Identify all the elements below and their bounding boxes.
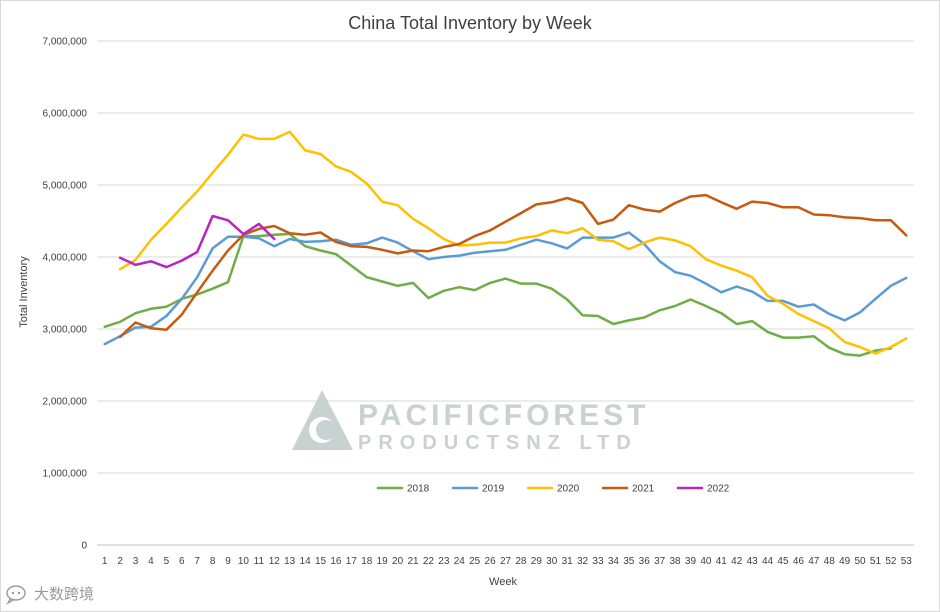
corner-logo: 大数跨境 (6, 585, 94, 605)
x-axis-title: Week (489, 576, 517, 588)
series-line-2019 (103, 231, 908, 346)
legend: 2018 2019 2020 2021 2022 (376, 484, 730, 495)
x-tick-label: 45 (777, 556, 789, 567)
x-tick-label: 15 (315, 556, 327, 567)
x-tick-label: 5 (164, 556, 170, 567)
chat-bubble-icon (6, 585, 26, 605)
x-tick-label: 36 (639, 556, 651, 567)
x-tick-label: 26 (485, 556, 497, 567)
x-tick-label: 12 (269, 556, 281, 567)
legend-item-2018: 2018 (376, 484, 430, 495)
x-tick-label: 23 (438, 556, 450, 567)
x-tick-label: 34 (608, 556, 620, 567)
x-tick-label: 13 (284, 556, 296, 567)
corner-logo-text: 大数跨境 (34, 585, 94, 603)
x-tick-label: 31 (562, 556, 574, 567)
x-tick-label: 22 (423, 556, 435, 567)
x-tick-label: 30 (546, 556, 558, 567)
x-tick-label: 44 (762, 556, 774, 567)
x-tick-label: 50 (854, 556, 866, 567)
x-tick-label: 39 (685, 556, 697, 567)
x-tick-label: 46 (793, 556, 805, 567)
x-tick-label: 25 (469, 556, 481, 567)
x-tick-label: 53 (901, 556, 913, 567)
x-tick-label: 16 (330, 556, 342, 567)
x-tick-label: 24 (454, 556, 466, 567)
x-tick-label: 7 (194, 556, 200, 567)
legend-label: 2018 (407, 484, 430, 495)
x-tick-label: 49 (839, 556, 851, 567)
x-tick-label: 14 (300, 556, 312, 567)
x-tick-label: 1 (102, 556, 108, 567)
triangle-logo-icon (292, 390, 353, 450)
legend-label: 2022 (707, 484, 730, 495)
x-tick-label: 43 (747, 556, 759, 567)
chart-title: China Total Inventory by Week (348, 13, 592, 33)
x-tick-label: 29 (531, 556, 543, 567)
x-tick-label: 27 (500, 556, 512, 567)
legend-label: 2021 (632, 484, 655, 495)
gridlines (97, 40, 914, 546)
x-tick-label: 28 (515, 556, 527, 567)
y-tick-labels: 0 1,000,000 2,000,000 3,000,000 4,000,000 5,0… (43, 37, 88, 552)
x-tick-label: 32 (577, 556, 589, 567)
x-tick-label: 42 (731, 556, 743, 567)
series-line-2021 (118, 193, 908, 339)
y-axis-title: Total Inventory (18, 256, 30, 328)
y-tick-label: 1,000,000 (43, 469, 88, 480)
x-tick-label: 19 (377, 556, 389, 567)
y-tick-label: 6,000,000 (43, 109, 88, 120)
series-line-2018 (103, 232, 893, 357)
x-tick-label: 18 (361, 556, 373, 567)
x-tick-label: 38 (670, 556, 682, 567)
x-tick-label: 8 (210, 556, 216, 567)
x-tick-label: 35 (623, 556, 635, 567)
y-tick-label: 7,000,000 (43, 37, 88, 48)
x-tick-label: 52 (885, 556, 897, 567)
x-tick-label: 2 (117, 556, 123, 567)
x-tick-label: 47 (808, 556, 820, 567)
y-tick-label: 0 (81, 541, 87, 552)
legend-item-2022: 2022 (676, 484, 730, 495)
series-line-2020 (118, 130, 908, 355)
x-tick-label: 51 (870, 556, 882, 567)
y-tick-label: 2,000,000 (43, 397, 88, 408)
legend-label: 2020 (557, 484, 580, 495)
x-tick-label: 40 (700, 556, 712, 567)
y-tick-label: 3,000,000 (43, 325, 88, 336)
x-tick-label: 37 (654, 556, 666, 567)
x-tick-label: 48 (824, 556, 836, 567)
watermark: PACIFICFOREST PRODUCTSNZ LTD (292, 390, 649, 454)
series-lines (103, 130, 908, 357)
x-tick-label: 20 (392, 556, 404, 567)
legend-item-2019: 2019 (451, 484, 505, 495)
y-tick-label: 4,000,000 (43, 253, 88, 264)
x-tick-label: 11 (254, 556, 265, 567)
x-tick-labels: 1 2 3 4 5 6 7 8 9 10 11 12 13 14 15 16 17 18 19 20 21 22 23 24 2… (102, 556, 912, 567)
x-tick-label: 17 (346, 556, 358, 567)
legend-item-2021: 2021 (601, 484, 655, 495)
x-tick-label: 33 (592, 556, 604, 567)
x-tick-label: 9 (225, 556, 231, 567)
x-tick-label: 21 (407, 556, 419, 567)
watermark-line2: PRODUCTSNZ LTD (358, 432, 638, 454)
watermark-line1: PACIFICFOREST (358, 399, 649, 432)
x-tick-label: 6 (179, 556, 185, 567)
y-tick-label: 5,000,000 (43, 181, 88, 192)
x-tick-label: 3 (133, 556, 139, 567)
x-tick-label: 41 (716, 556, 728, 567)
legend-label: 2019 (482, 484, 505, 495)
series-line-2022 (118, 214, 276, 269)
legend-item-2020: 2020 (526, 484, 580, 495)
x-tick-label: 10 (238, 556, 250, 567)
x-tick-label: 4 (148, 556, 154, 567)
